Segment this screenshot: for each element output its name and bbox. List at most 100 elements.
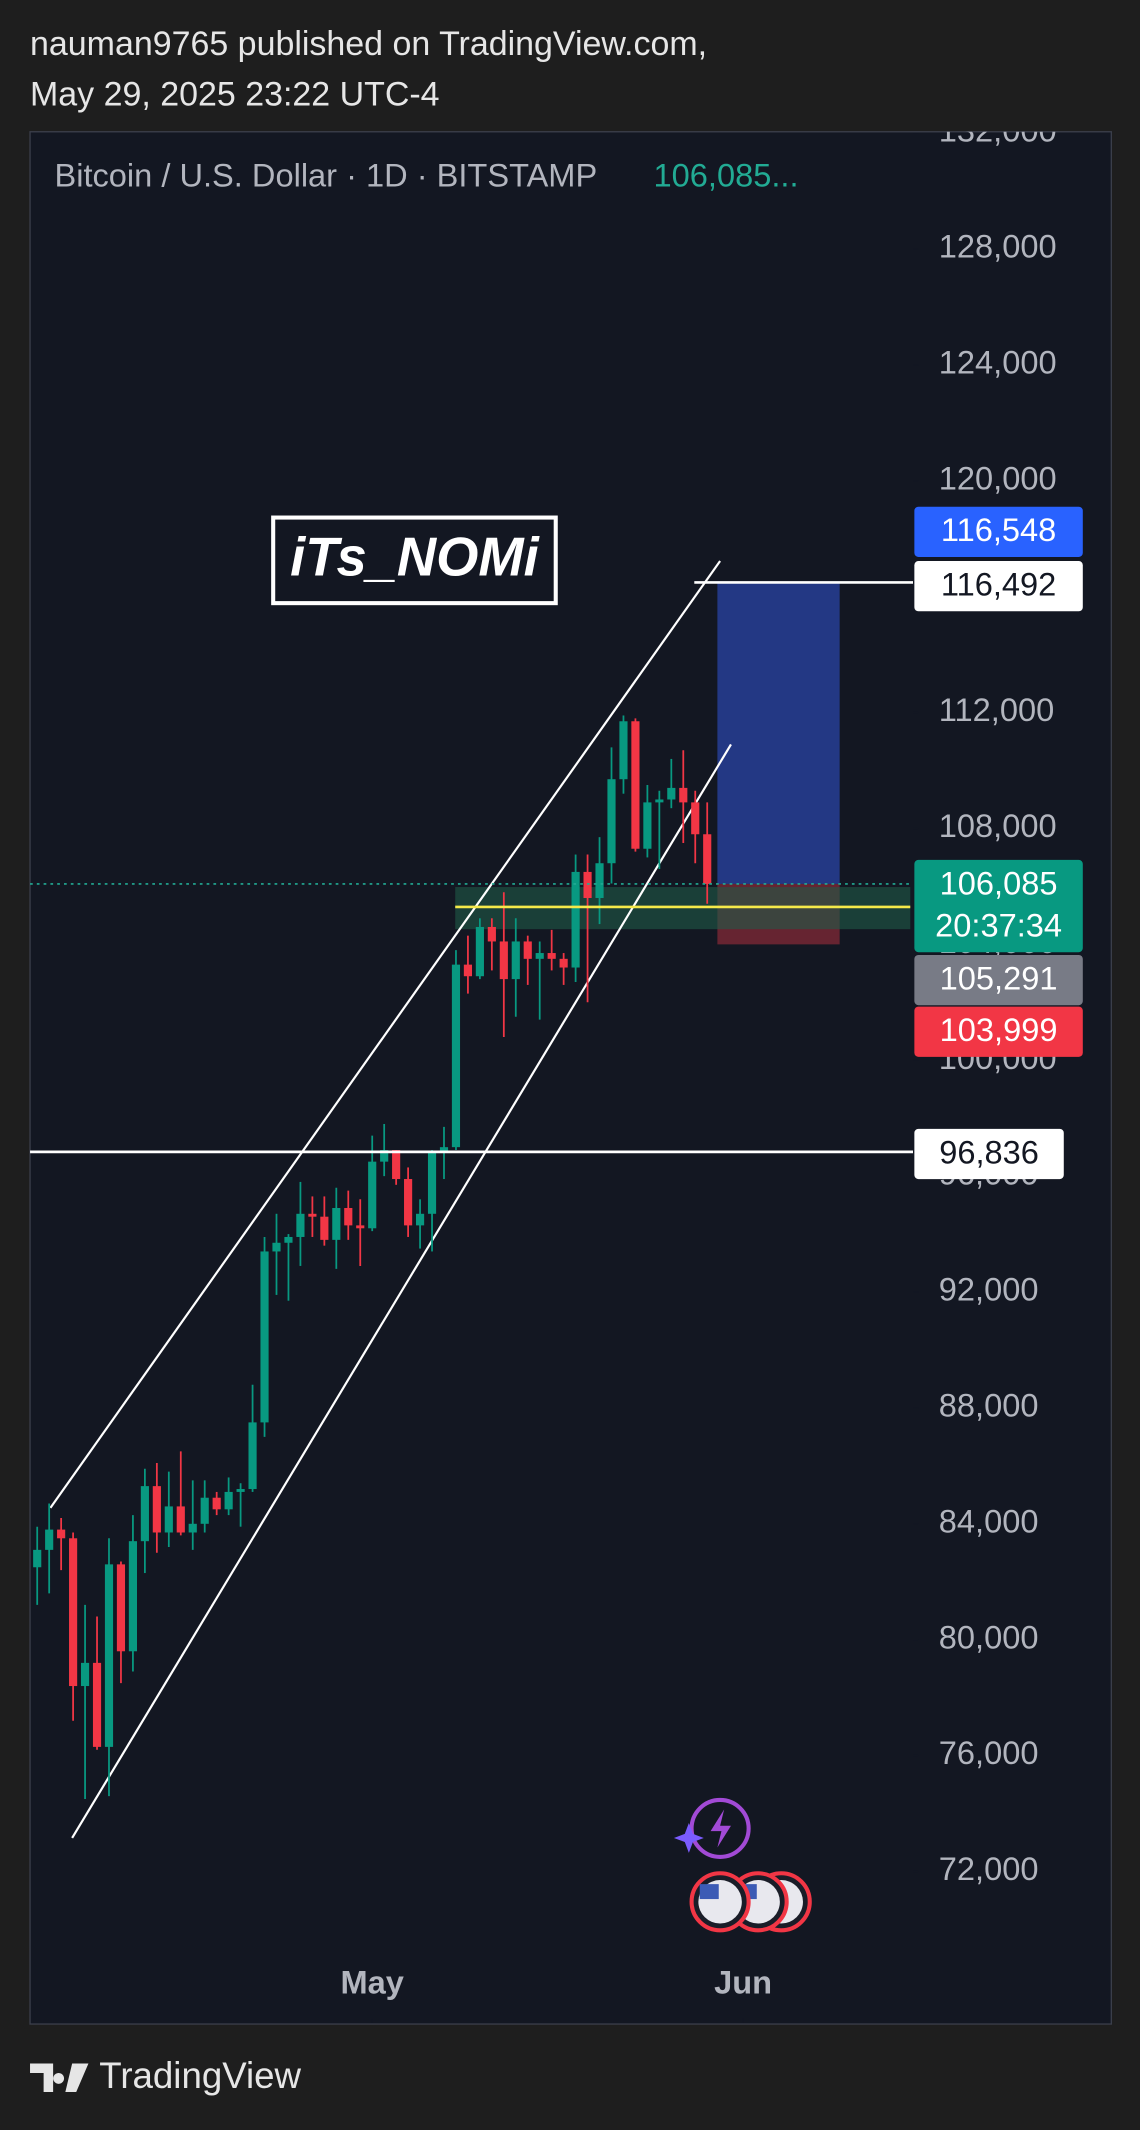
candle-body	[140, 1486, 149, 1542]
candle-body	[380, 1150, 389, 1162]
candle-body	[547, 953, 556, 959]
candle-body	[667, 787, 676, 800]
candle-body	[607, 779, 616, 864]
price-label: 105,291	[940, 959, 1058, 996]
candle-body	[475, 926, 484, 977]
candle-body	[583, 871, 592, 898]
candle-body	[595, 863, 604, 898]
candle-body	[631, 721, 640, 849]
event-bolt	[710, 1809, 731, 1848]
candle-body	[236, 1489, 245, 1492]
chart-pane	[29, 131, 1113, 2025]
candle-body	[45, 1529, 54, 1550]
candle-body	[116, 1564, 126, 1652]
price-label: 103,999	[940, 1011, 1058, 1048]
channel-lower	[71, 743, 732, 1839]
candle-body	[188, 1523, 197, 1533]
event-icon	[689, 1797, 751, 1859]
candle-body	[368, 1161, 377, 1229]
publish-date: May 29, 2025 23:22 UTC-4	[30, 75, 440, 113]
price-label-box	[914, 1128, 1064, 1180]
candle-body	[559, 958, 568, 968]
price-label: 96,836	[939, 1133, 1039, 1170]
candle-body	[320, 1216, 329, 1240]
candle-body	[248, 1422, 257, 1490]
y-tick-label: 88,000	[939, 1387, 1039, 1424]
candle-body	[487, 926, 496, 942]
price-label-box	[914, 506, 1083, 557]
watermark-box	[271, 515, 558, 606]
candle-body	[619, 721, 628, 780]
footer-logo	[30, 2063, 89, 2092]
candle-body	[80, 1662, 90, 1687]
candle-body	[260, 1251, 269, 1423]
candle-body	[224, 1491, 233, 1510]
candle-body	[499, 941, 508, 980]
publisher: nauman9765 published on TradingView.com,	[30, 25, 707, 63]
candle-body	[332, 1207, 341, 1240]
price-label-box	[914, 1006, 1083, 1057]
channel-upper	[49, 560, 721, 1509]
last-price: 106,085...	[654, 157, 799, 194]
candle-body	[655, 799, 664, 803]
candle-body	[200, 1497, 209, 1524]
candle-body	[284, 1236, 293, 1243]
candle-body	[344, 1207, 353, 1226]
candle-body	[212, 1497, 221, 1510]
y-tick-label: 80,000	[939, 1618, 1039, 1655]
y-tick-label: 112,000	[939, 691, 1054, 728]
y-tick-label: 76,000	[939, 1734, 1039, 1771]
candle-body	[69, 1538, 78, 1687]
symbol-title: Bitcoin / U.S. Dollar · 1D · BITSTAMP	[54, 157, 597, 194]
candle-body	[427, 1152, 437, 1214]
candle-body	[356, 1225, 365, 1229]
candle-body	[308, 1213, 317, 1217]
candle-body	[535, 953, 544, 959]
candle-body	[176, 1506, 185, 1533]
candle-body	[104, 1564, 114, 1747]
price-label-box	[914, 859, 1083, 953]
candle-body	[463, 964, 473, 977]
y-tick-label: 128,000	[939, 228, 1057, 265]
footer-brand: TradingView	[99, 2055, 301, 2096]
candle-body	[128, 1541, 137, 1652]
candle-body	[439, 1147, 449, 1153]
price-label: 106,085	[940, 864, 1058, 901]
candle-body	[523, 941, 532, 959]
countdown: 20:37:34	[935, 906, 1062, 943]
plot: Bitcoin / U.S. Dollar · 1D · BITSTAMP 106…	[30, 112, 1083, 2023]
candle-body	[415, 1213, 425, 1226]
candle-body	[451, 964, 461, 1148]
y-tick-label: 108,000	[939, 807, 1057, 844]
candle-body	[164, 1506, 173, 1533]
candle-body	[691, 802, 700, 835]
candle-body	[296, 1213, 305, 1237]
candle-body	[703, 834, 712, 884]
y-tick-label: 120,000	[939, 459, 1057, 496]
y-tick-label: 72,000	[939, 1850, 1039, 1887]
price-label: 116,492	[941, 565, 1056, 602]
candle-body	[392, 1150, 401, 1180]
event-flag-canton	[699, 1884, 719, 1900]
x-tick-label: May	[341, 1963, 404, 2000]
candle-body	[679, 787, 688, 803]
y-tick-label: 132,000	[939, 112, 1057, 149]
y-tick-label: 92,000	[939, 1271, 1039, 1308]
watermark: iTs_NOMi	[290, 526, 540, 587]
y-tick-label: 124,000	[939, 344, 1057, 381]
candle-body	[571, 871, 580, 968]
x-tick-label: Jun	[714, 1963, 772, 2000]
price-label: 116,548	[941, 511, 1056, 548]
candle-body	[643, 802, 652, 849]
candle-body	[33, 1549, 42, 1568]
candle-body	[404, 1179, 413, 1226]
candle-body	[57, 1529, 66, 1539]
target-zone	[717, 582, 840, 884]
y-tick-label: 84,000	[939, 1502, 1039, 1539]
candle-body	[511, 941, 520, 980]
candle-body	[152, 1486, 161, 1533]
candle-body	[92, 1662, 102, 1747]
price-label-box	[914, 954, 1083, 1006]
candle-body	[272, 1242, 281, 1252]
